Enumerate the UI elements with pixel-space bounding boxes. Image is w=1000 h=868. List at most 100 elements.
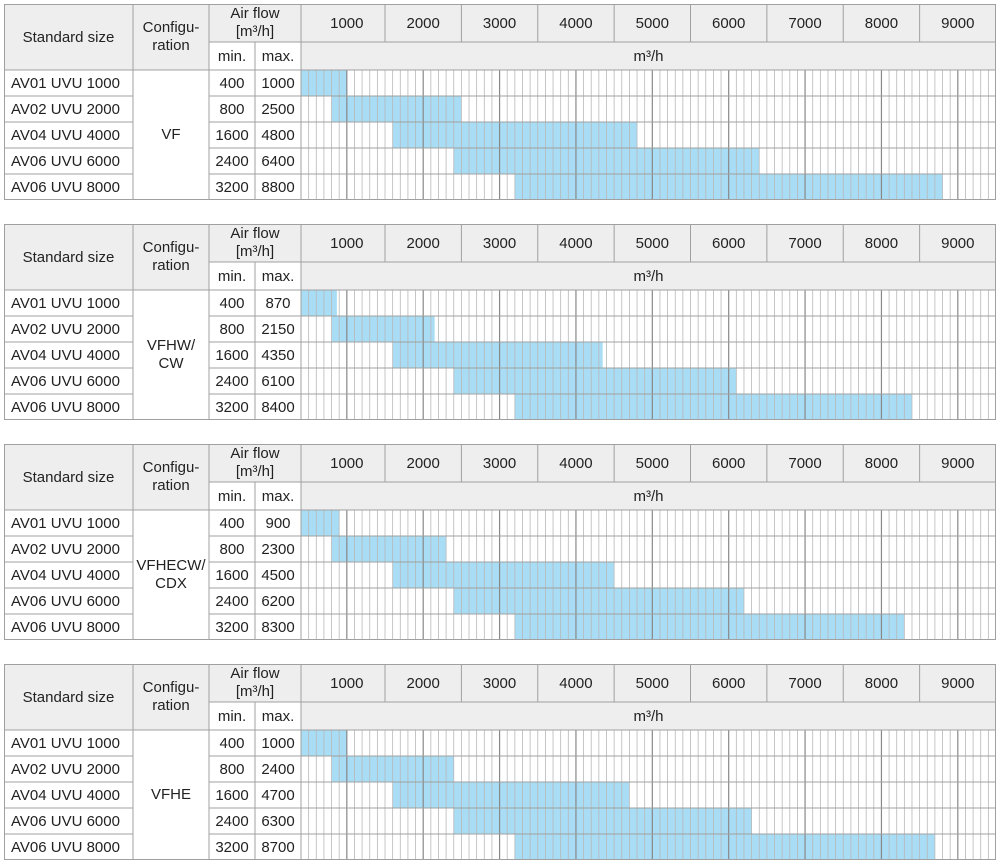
scale-tick-label: 4000 [559,14,593,32]
configuration-value-line: CDX [155,575,187,592]
scale-tick-label: 4000 [559,234,593,252]
min-airflow-cell: 1600 [215,786,249,804]
header-bg [133,224,209,290]
max-airflow-cell: 1000 [261,74,295,92]
max-header: max. [261,47,295,65]
standard-size-cell: AV06 UVU 8000 [11,618,120,636]
configuration-value-line: VFHE [150,786,191,803]
max-header: max. [261,487,295,505]
header-bg [209,664,301,702]
table-border [4,4,996,200]
scale-tick-label: 5000 [635,14,669,32]
scale-tick-label: 2000 [406,454,440,472]
scale-tick-label: 3000 [482,234,517,252]
max-airflow-cell: 6300 [261,812,295,830]
air-flow-header-line: Air flow [230,5,280,22]
scale-tick-label: 2000 [406,234,440,252]
configuration-header: Configu-ration [133,664,209,730]
air-flow-header-line: Air flow [230,445,280,462]
configuration-value-line: VFHW/ [146,337,196,354]
min-header: min. [217,267,247,285]
max-airflow-cell: 2300 [261,540,295,558]
air-flow-header-line: Air flow [230,225,280,242]
min-airflow-cell: 3200 [215,838,249,856]
airflow-range-bar [514,614,905,640]
configuration-header-line: ration [152,257,190,274]
min-airflow-cell: 3200 [215,398,249,416]
config-cell-bg [133,70,209,200]
max-airflow-cell: 8300 [261,618,295,636]
air-flow-header-line: [m³/h] [235,683,275,700]
unit-label: m³/h [633,487,664,505]
configuration-header: Configu-ration [133,4,209,70]
max-airflow-cell: 4350 [261,346,295,364]
scale-tick-label: 1000 [330,234,364,252]
configuration-header-line: Configu- [142,679,200,696]
header-bg [301,444,996,510]
configuration-header: Configu-ration [133,444,209,510]
min-airflow-cell: 2400 [215,372,249,390]
air-flow-header-line: Air flow [230,665,280,682]
scale-tick-label: 1000 [330,454,364,472]
scale-tick-label: 3000 [482,14,517,32]
max-airflow-cell: 870 [265,294,291,312]
table-border [4,444,996,640]
scale-tick-label: 4000 [559,454,593,472]
airflow-range-bar [514,834,935,860]
configuration-header-line: ration [152,37,190,54]
configuration-header-line: Configu- [142,19,200,36]
air-flow-header-line: [m³/h] [235,463,275,480]
configuration-value-line: VF [161,126,181,143]
standard-size-cell: AV01 UVU 1000 [11,74,120,92]
scale-tick-label: 8000 [864,14,899,32]
scale-tick-label: 8000 [864,454,899,472]
standard-size-cell: AV01 UVU 1000 [11,734,120,752]
scale-tick-label: 1000 [330,14,364,32]
standard-size-cell: AV06 UVU 8000 [11,398,120,416]
airflow-range-bar [331,536,447,562]
header-bg [4,224,133,290]
scale-tick-label: 2000 [406,674,440,692]
scale-tick-label: 9000 [941,674,975,692]
standard-size-cell: AV06 UVU 6000 [11,152,120,170]
configuration-header-line: Configu- [142,459,200,476]
scale-tick-label: 7000 [788,234,822,252]
header-bg [301,664,996,730]
airflow-range-bar [301,290,337,316]
standard-size-header: Standard size [22,248,115,266]
standard-size-cell: AV04 UVU 4000 [11,126,120,144]
unit-label: m³/h [633,267,664,285]
air-flow-header: Air flow [m³/h] [209,664,301,702]
configuration-value: VFHW/CW [133,290,209,420]
header-bg [209,224,301,262]
header-bg [301,224,996,290]
configuration-value: VF [133,70,209,200]
scale-tick-label: 1000 [330,674,364,692]
standard-size-cell: AV06 UVU 6000 [11,812,120,830]
standard-size-header: Standard size [22,28,115,46]
min-airflow-cell: 1600 [215,566,249,584]
scale-tick-label: 8000 [864,674,899,692]
configuration-value: VFHECW/CDX [133,510,209,640]
airflow-table-2: Standard size Configu-ration Air flow [m³/h… [4,224,996,420]
max-airflow-cell: 6200 [261,592,295,610]
scale-tick-label: 7000 [788,674,822,692]
airflow-range-bar [453,808,752,834]
table-border [4,224,996,420]
header-bg [209,444,301,482]
standard-size-cell: AV02 UVU 2000 [11,320,120,338]
scale-tick-label: 9000 [941,454,975,472]
max-header: max. [261,707,295,725]
airflow-range-bar [392,782,630,808]
scale-tick-label: 5000 [635,234,669,252]
configuration-header: Configu-ration [133,224,209,290]
scale-tick-label: 6000 [711,454,746,472]
configuration-header-line: Configu- [142,239,200,256]
configuration-value-line: VFHECW/ [136,557,206,574]
header-bg [4,444,133,510]
standard-size-cell: AV01 UVU 1000 [11,294,120,312]
configuration-header-line: ration [152,697,190,714]
max-airflow-cell: 8700 [261,838,295,856]
airflow-range-bar [331,96,462,122]
min-header: min. [217,47,247,65]
